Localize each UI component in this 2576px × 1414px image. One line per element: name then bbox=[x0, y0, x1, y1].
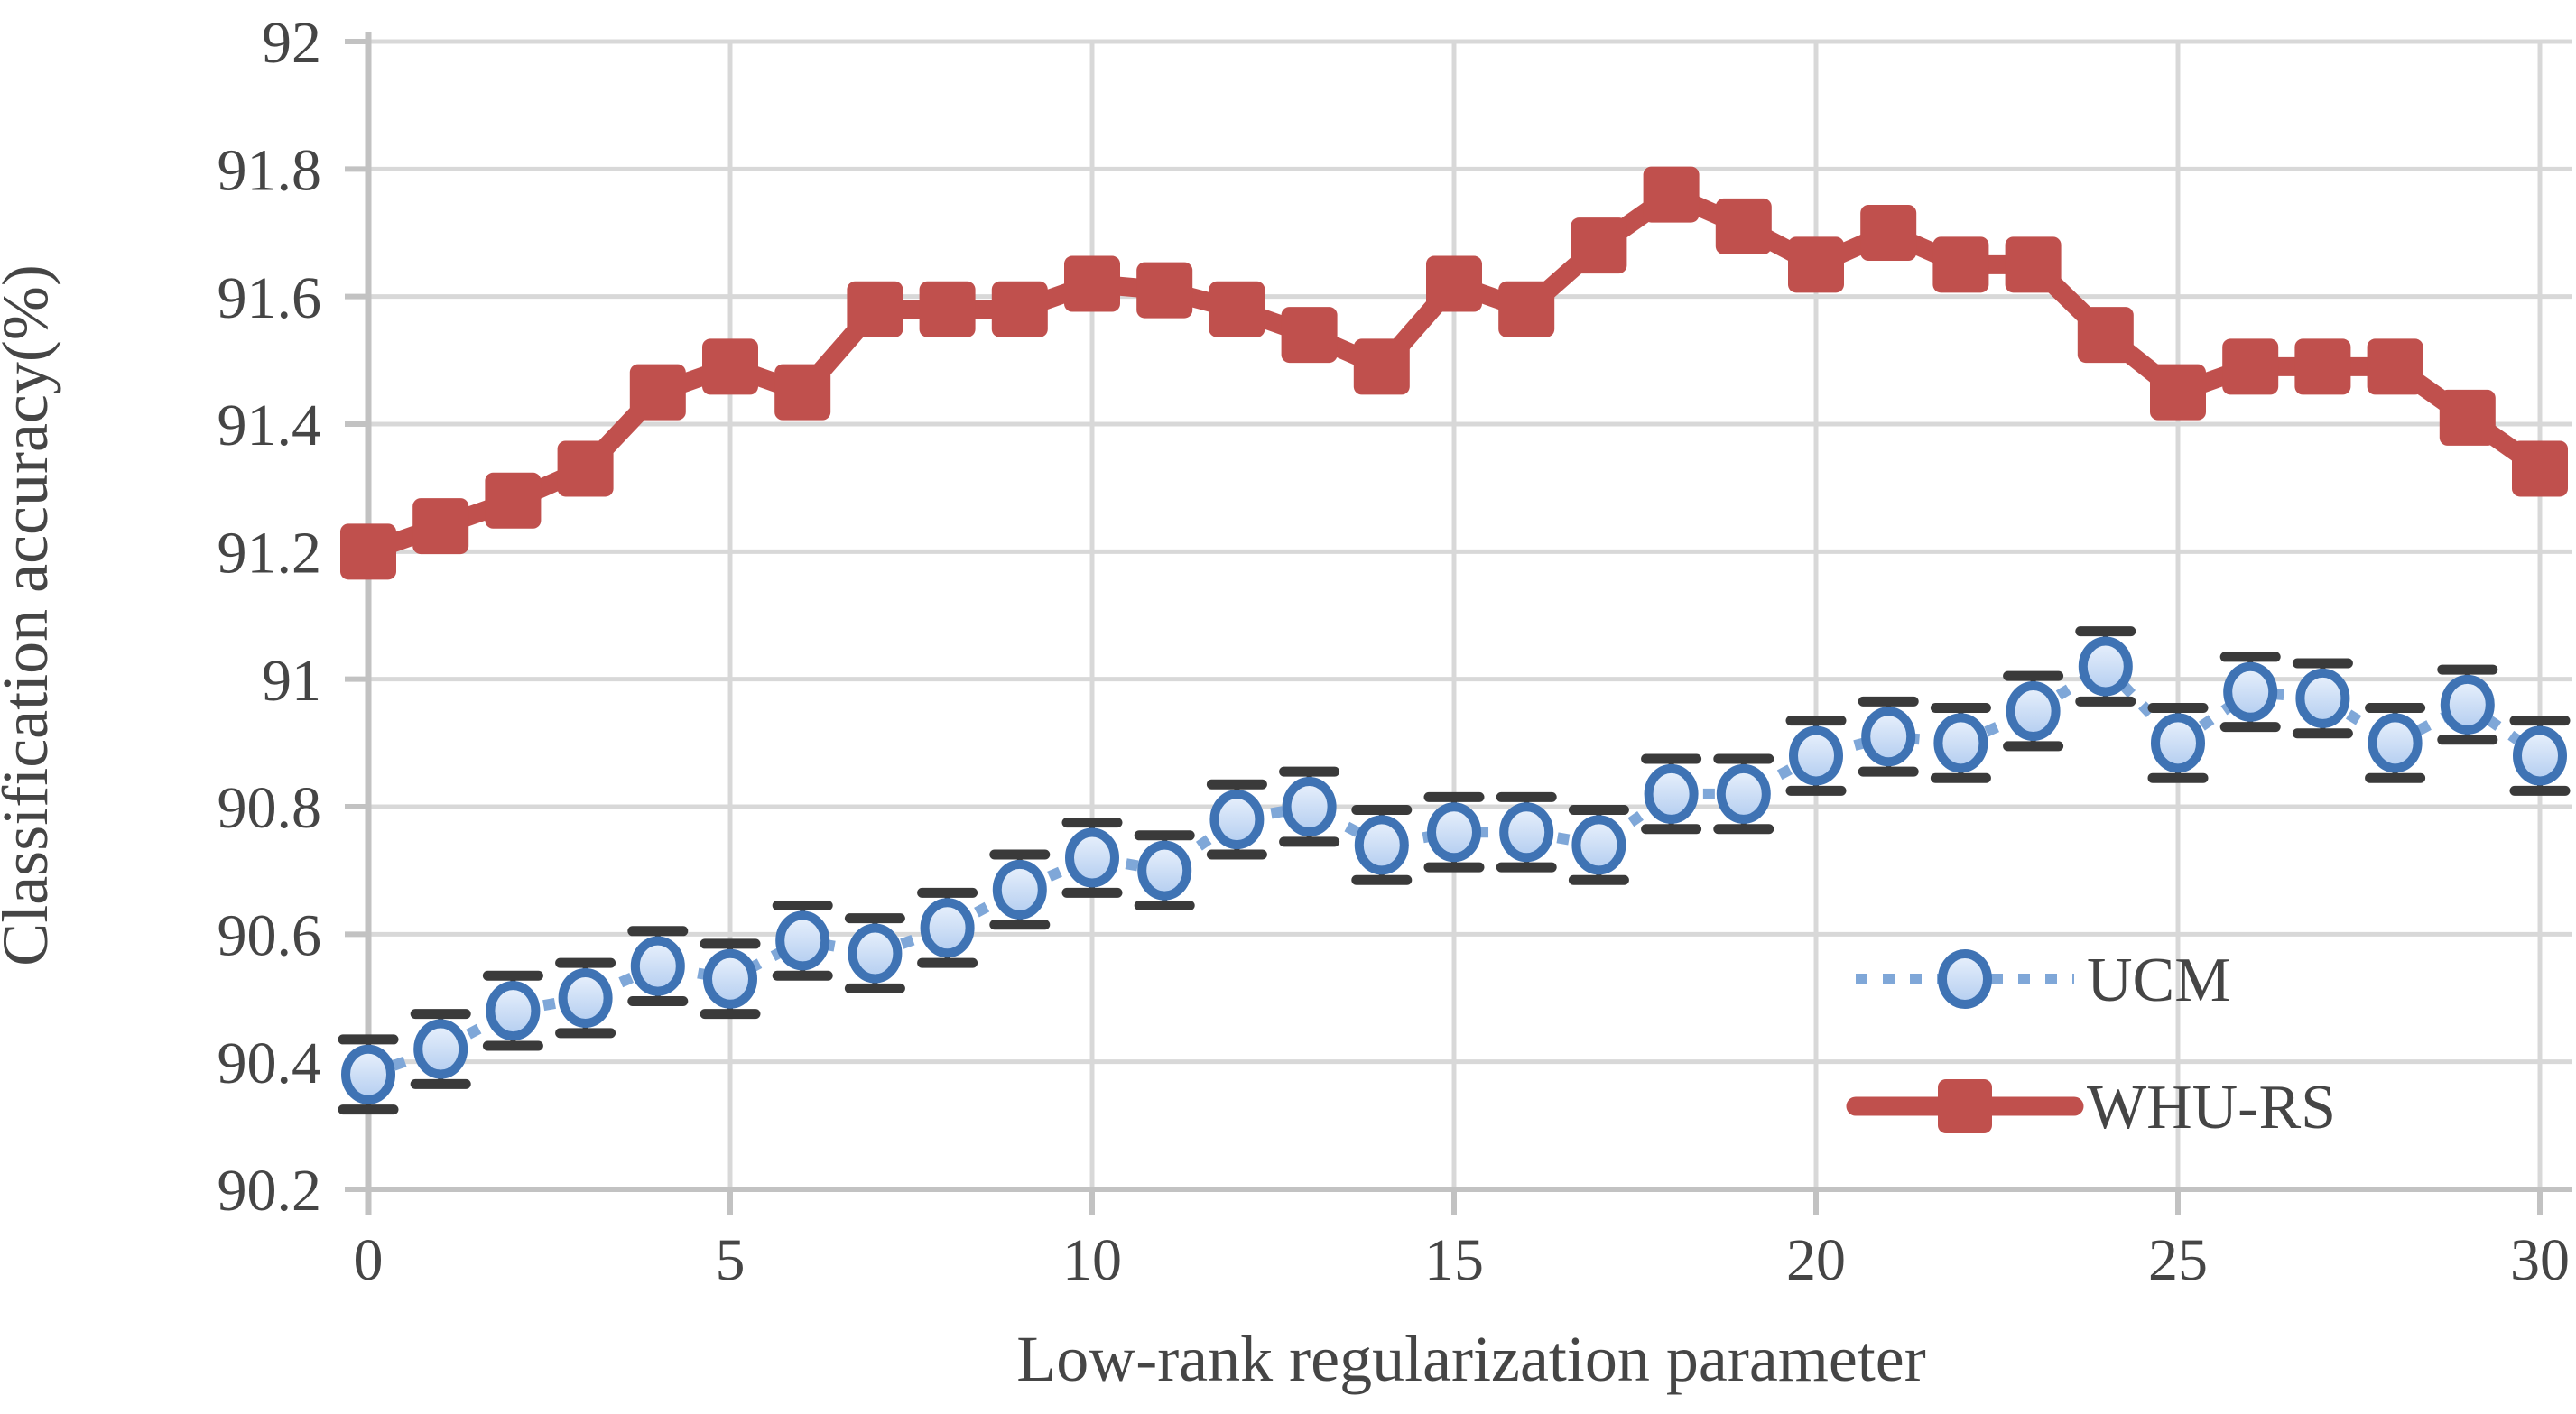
ucm-point-marker bbox=[2151, 713, 2205, 773]
axis-layer: 92 91.8 91.6 91.4 91.2 91 90.8 90.6 90.4 90.2 0 5 10… bbox=[218, 10, 2572, 1293]
y-tick-label: 91.6 bbox=[218, 265, 322, 331]
ucm-point-marker bbox=[2223, 661, 2278, 722]
x-tick-label: 20 bbox=[1786, 1227, 1846, 1293]
y-tick-label: 91.4 bbox=[218, 393, 322, 458]
whu-rs-point-marker bbox=[2222, 338, 2279, 395]
ucm-point-marker bbox=[1427, 802, 1481, 863]
ucm-point-marker bbox=[1789, 725, 1843, 786]
whu-rs-point-marker bbox=[774, 364, 831, 421]
ucm-point-marker bbox=[1499, 802, 1554, 863]
ucm-point-marker bbox=[2440, 674, 2495, 735]
ucm-point-marker bbox=[1644, 763, 1699, 824]
ucm-point-marker bbox=[2295, 668, 2350, 728]
ucm-point-marker bbox=[2513, 725, 2567, 786]
whu-rs-point-marker bbox=[629, 364, 686, 421]
whu-rs-point-marker bbox=[1426, 255, 1482, 312]
ucm-point-marker bbox=[413, 1019, 468, 1079]
x-tick-label: 5 bbox=[716, 1227, 746, 1293]
y-tick-label: 92 bbox=[262, 10, 321, 76]
whu-rs-point-marker bbox=[1643, 166, 1700, 223]
whu-rs-point-marker bbox=[1064, 255, 1120, 312]
whu-rs-point-marker bbox=[1209, 281, 1265, 337]
x-tick-label: 15 bbox=[1424, 1227, 1484, 1293]
ucm-point-marker bbox=[1861, 707, 1916, 767]
legend-label-whu-rs: WHU-RS bbox=[2087, 1073, 2336, 1142]
y-tick-label: 91 bbox=[262, 648, 321, 714]
ucm-point-marker bbox=[2078, 636, 2133, 697]
whu-rs-point-marker bbox=[1932, 236, 1989, 293]
whu-rs-point-marker bbox=[2439, 389, 2496, 446]
x-tick-label: 10 bbox=[1062, 1227, 1122, 1293]
ucm-point-marker bbox=[558, 968, 613, 1028]
y-axis-title: Classification accuracy(%) bbox=[0, 264, 61, 966]
y-tick-label: 91.2 bbox=[218, 520, 322, 586]
label-layer: Classification accuracy(%) Low-rank regu… bbox=[0, 264, 1926, 1395]
whu-rs-point-marker bbox=[991, 281, 1048, 337]
ucm-point-marker bbox=[848, 923, 903, 984]
ucm-point-marker bbox=[1716, 763, 1771, 824]
whu-rs-point-marker bbox=[847, 281, 903, 337]
ucm-point-marker bbox=[1571, 815, 1626, 875]
whu-rs-point-marker bbox=[702, 338, 758, 395]
x-tick-label: 25 bbox=[2148, 1227, 2208, 1293]
ucm-point-marker bbox=[630, 936, 685, 996]
whu-rs-point-marker bbox=[1571, 217, 1627, 274]
legend-glyphs bbox=[1846, 949, 2084, 1133]
whu-rs-point-marker bbox=[2294, 338, 2351, 395]
ucm-point-marker bbox=[1354, 815, 1409, 875]
whu-rs-point-marker bbox=[1715, 198, 1772, 254]
y-tick-label: 90.2 bbox=[218, 1158, 322, 1224]
whu-rs-point-marker bbox=[557, 440, 614, 497]
series-layer bbox=[338, 166, 2571, 1115]
whu-rs-point-marker bbox=[1281, 307, 1338, 364]
x-tick-label: 0 bbox=[354, 1227, 384, 1293]
y-tick-label: 90.6 bbox=[218, 902, 322, 968]
whu-rs-point-marker bbox=[412, 498, 469, 555]
x-tick-label: 30 bbox=[2510, 1227, 2570, 1293]
legend-label-ucm: UCM bbox=[2087, 946, 2230, 1015]
whu-rs-point-marker bbox=[2077, 307, 2134, 364]
whu-rs-point-marker bbox=[1136, 262, 1193, 319]
whu-rs-point-marker bbox=[1860, 205, 1917, 261]
ucm-point-marker bbox=[775, 910, 830, 971]
whu-rs-point-marker bbox=[2512, 440, 2568, 497]
whu-rs-legend-marker-icon bbox=[1938, 1079, 1992, 1133]
whu-rs-point-marker bbox=[2367, 338, 2423, 395]
ucm-legend-marker-icon bbox=[1938, 949, 1992, 1009]
ucm-point-marker bbox=[920, 898, 975, 958]
ucm-point-marker bbox=[1209, 790, 1265, 850]
ucm-point-marker bbox=[1065, 827, 1119, 888]
whu-rs-point-marker bbox=[2150, 364, 2206, 421]
ucm-point-marker bbox=[703, 948, 757, 1009]
y-tick-label: 90.4 bbox=[218, 1030, 322, 1096]
ucm-point-marker bbox=[1933, 713, 1988, 773]
whu-rs-point-marker bbox=[485, 472, 542, 529]
grid-layer bbox=[366, 39, 2572, 1192]
y-tick-label: 91.8 bbox=[218, 137, 322, 203]
ucm-point-marker bbox=[2006, 681, 2061, 741]
ucm-point-marker bbox=[341, 1044, 395, 1104]
ucm-point-marker bbox=[1282, 777, 1337, 836]
whu-rs-point-marker bbox=[1498, 281, 1555, 337]
y-tick-label: 90.8 bbox=[218, 775, 322, 841]
ucm-point-marker bbox=[992, 859, 1047, 920]
ucm-point-marker bbox=[1137, 840, 1192, 901]
ucm-point-marker bbox=[2368, 713, 2423, 773]
x-axis-title: Low-rank regularization parameter bbox=[1016, 1323, 1925, 1395]
whu-rs-point-marker bbox=[340, 523, 396, 580]
ucm-point-marker bbox=[486, 981, 541, 1041]
whu-rs-point-marker bbox=[1353, 338, 1410, 395]
legend: UCM WHU-RS bbox=[1846, 946, 2336, 1142]
whu-rs-point-marker bbox=[1788, 236, 1844, 293]
whu-rs-point-marker bbox=[919, 281, 976, 337]
whu-rs-point-marker bbox=[2005, 236, 2062, 293]
